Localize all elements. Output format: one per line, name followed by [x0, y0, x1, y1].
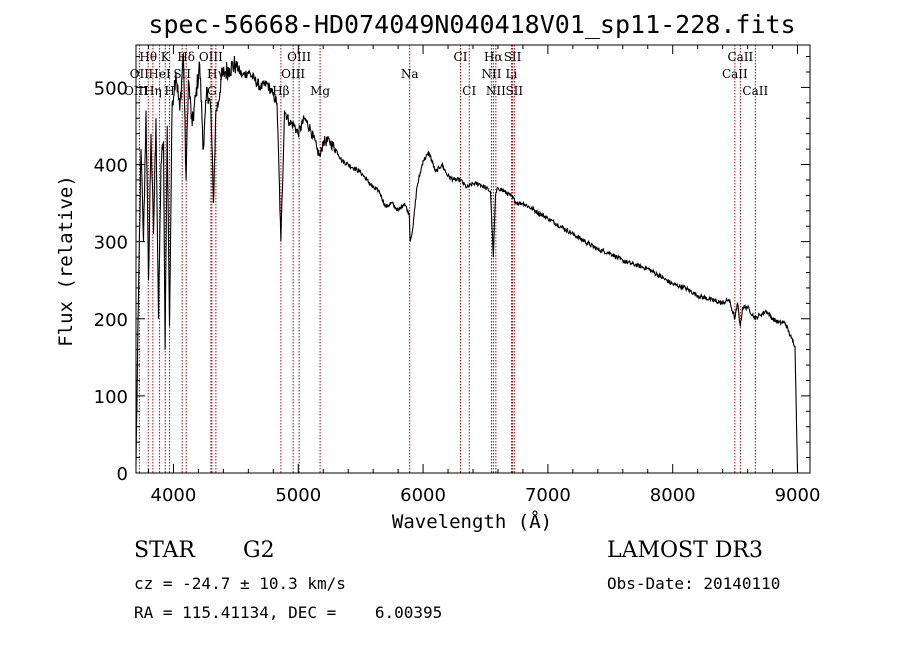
spectral-line-label: CI [454, 50, 468, 64]
spectral-line-label: CaII [742, 84, 768, 98]
spectral-line-label: Li [506, 67, 518, 81]
spectral-line-label: Hβ [272, 84, 289, 98]
spectral-line-label: OII [130, 67, 150, 81]
redshift-cz: cz = -24.7 ± 10.3 km/s [134, 574, 346, 593]
spectral-line-label: K [161, 50, 171, 64]
spectral-line-label: CaII [727, 50, 753, 64]
flux-series-line [135, 52, 799, 474]
spectral-line-label: CI [462, 84, 476, 98]
x-tick-label: 7000 [525, 485, 571, 506]
spectral-subclass: G2 [243, 538, 275, 563]
x-axis-label: Wavelength (Å) [392, 510, 552, 533]
spectral-line-label: NII [486, 84, 506, 98]
chart-title: spec-56668-HD074049N040418V01_sp11-228.f… [148, 10, 795, 39]
spectral-line-label: CaII [722, 67, 748, 81]
spectral-line-label: OIII [199, 50, 223, 64]
spectral-line-label: SII [504, 50, 522, 64]
y-tick-label: 400 [94, 156, 128, 177]
spectral-line-markers [135, 45, 756, 473]
y-tick-label: 500 [94, 78, 128, 99]
spectral-line-label: H [164, 84, 174, 98]
x-tick-label: 5000 [275, 485, 321, 506]
x-axis-ticks: 4000 5000 6000 7000 8000 9000 [147, 45, 821, 506]
x-tick-label: 9000 [775, 485, 821, 506]
spectral-line-label: Hγ [207, 67, 225, 81]
spectral-line-label: Hδ [177, 50, 195, 64]
spectral-line-label: OIII [281, 67, 305, 81]
spectral-line-label: Hα [484, 50, 503, 64]
observation-date: Obs-Date: 20140110 [607, 574, 781, 593]
spectral-line-label: G [207, 84, 217, 98]
spectral-line-label: Na [401, 67, 419, 81]
x-tick-label: 8000 [650, 485, 696, 506]
object-type: STAR [134, 538, 195, 563]
coordinates: RA = 115.41134, DEC = 6.00395 [134, 603, 443, 622]
spectral-line-label: NII [481, 67, 501, 81]
spectral-line-label: Hθ [139, 50, 157, 64]
spectral-line-label: SII [505, 84, 523, 98]
spectral-line-label: HeI [148, 67, 171, 81]
y-tick-label: 0 [117, 464, 128, 485]
x-tick-label: 6000 [400, 485, 446, 506]
y-axis-ticks: 0 100 200 300 400 500 [94, 56, 810, 485]
spectral-line-label: Hη [144, 84, 162, 98]
y-tick-label: 300 [94, 233, 128, 254]
spectral-line-label: OIII [287, 50, 311, 64]
y-tick-label: 100 [94, 387, 128, 408]
y-axis-label: Flux (relative) [55, 175, 77, 347]
plot-frame [135, 44, 811, 474]
survey-name: LAMOST DR3 [607, 538, 763, 563]
spectral-line-label: Mg [310, 84, 330, 98]
x-tick-label: 4000 [151, 485, 197, 506]
y-tick-label: 200 [94, 310, 128, 331]
